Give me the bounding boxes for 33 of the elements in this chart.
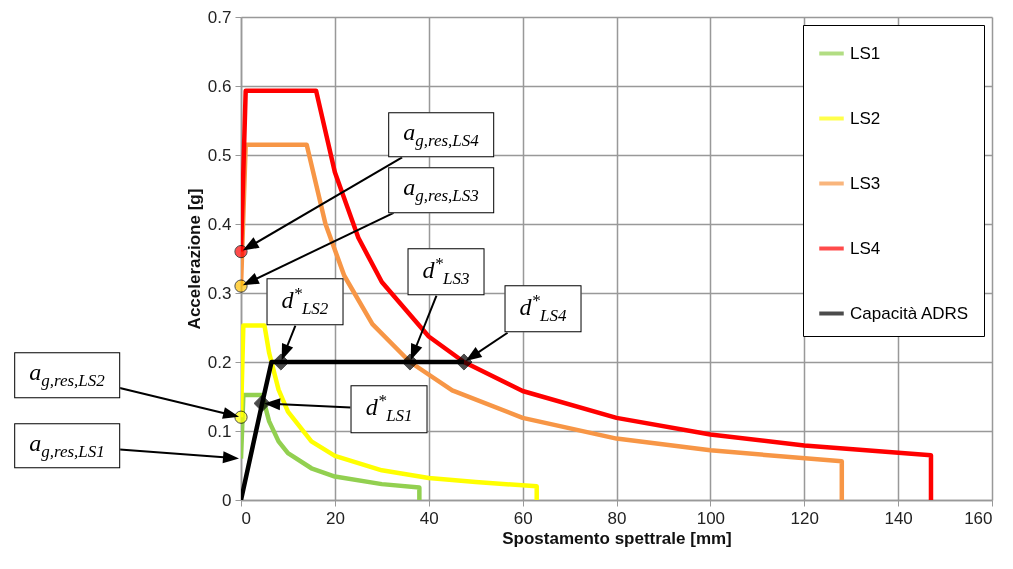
x-tick-label: 160: [964, 508, 993, 528]
x-tick-label: 60: [513, 508, 533, 528]
point: [234, 410, 248, 424]
x-tick-label: 0: [241, 508, 251, 528]
legend-label: LS1: [850, 43, 881, 63]
x-axis-title: Spostamento spettrale [mm]: [502, 528, 732, 548]
x-tick-label: 100: [696, 508, 726, 528]
point: [455, 353, 473, 371]
legend-label: Capacità ADRS: [850, 303, 969, 323]
legend-label: LS2: [850, 108, 881, 128]
y-tick-label: 0.3: [207, 283, 232, 303]
y-tick-label: 0.7: [207, 7, 232, 27]
y-tick-label: 0: [222, 490, 232, 510]
y-tick-label: 0.6: [207, 76, 232, 96]
annotation: a$_{g,res,LS3}$: [388, 167, 494, 213]
legend-label: LS4: [850, 238, 881, 258]
y-tick-label: 0.4: [207, 214, 232, 234]
point: [234, 244, 248, 259]
annotation: a$_{g,res,LS4}$: [388, 111, 494, 158]
text: a$_{g,res,LS1}$: [14, 422, 120, 469]
y-tick-label: 0.1: [207, 421, 232, 441]
legend-label: LS3: [850, 173, 881, 193]
y-axis-title: Accelerazione [g]: [184, 188, 204, 330]
point: [234, 279, 248, 293]
y-tick-label: 0.2: [207, 352, 232, 372]
y-tick-label: 0.5: [207, 145, 232, 165]
text: a$_{g,res,LS2}$: [14, 352, 120, 398]
x-tick-label: 120: [790, 508, 819, 528]
x-tick-label: 20: [325, 508, 345, 528]
x-tick-label: 80: [607, 508, 627, 528]
x-tick-label: 140: [884, 508, 913, 528]
x-tick-label: 40: [419, 508, 439, 528]
point: [253, 394, 271, 412]
